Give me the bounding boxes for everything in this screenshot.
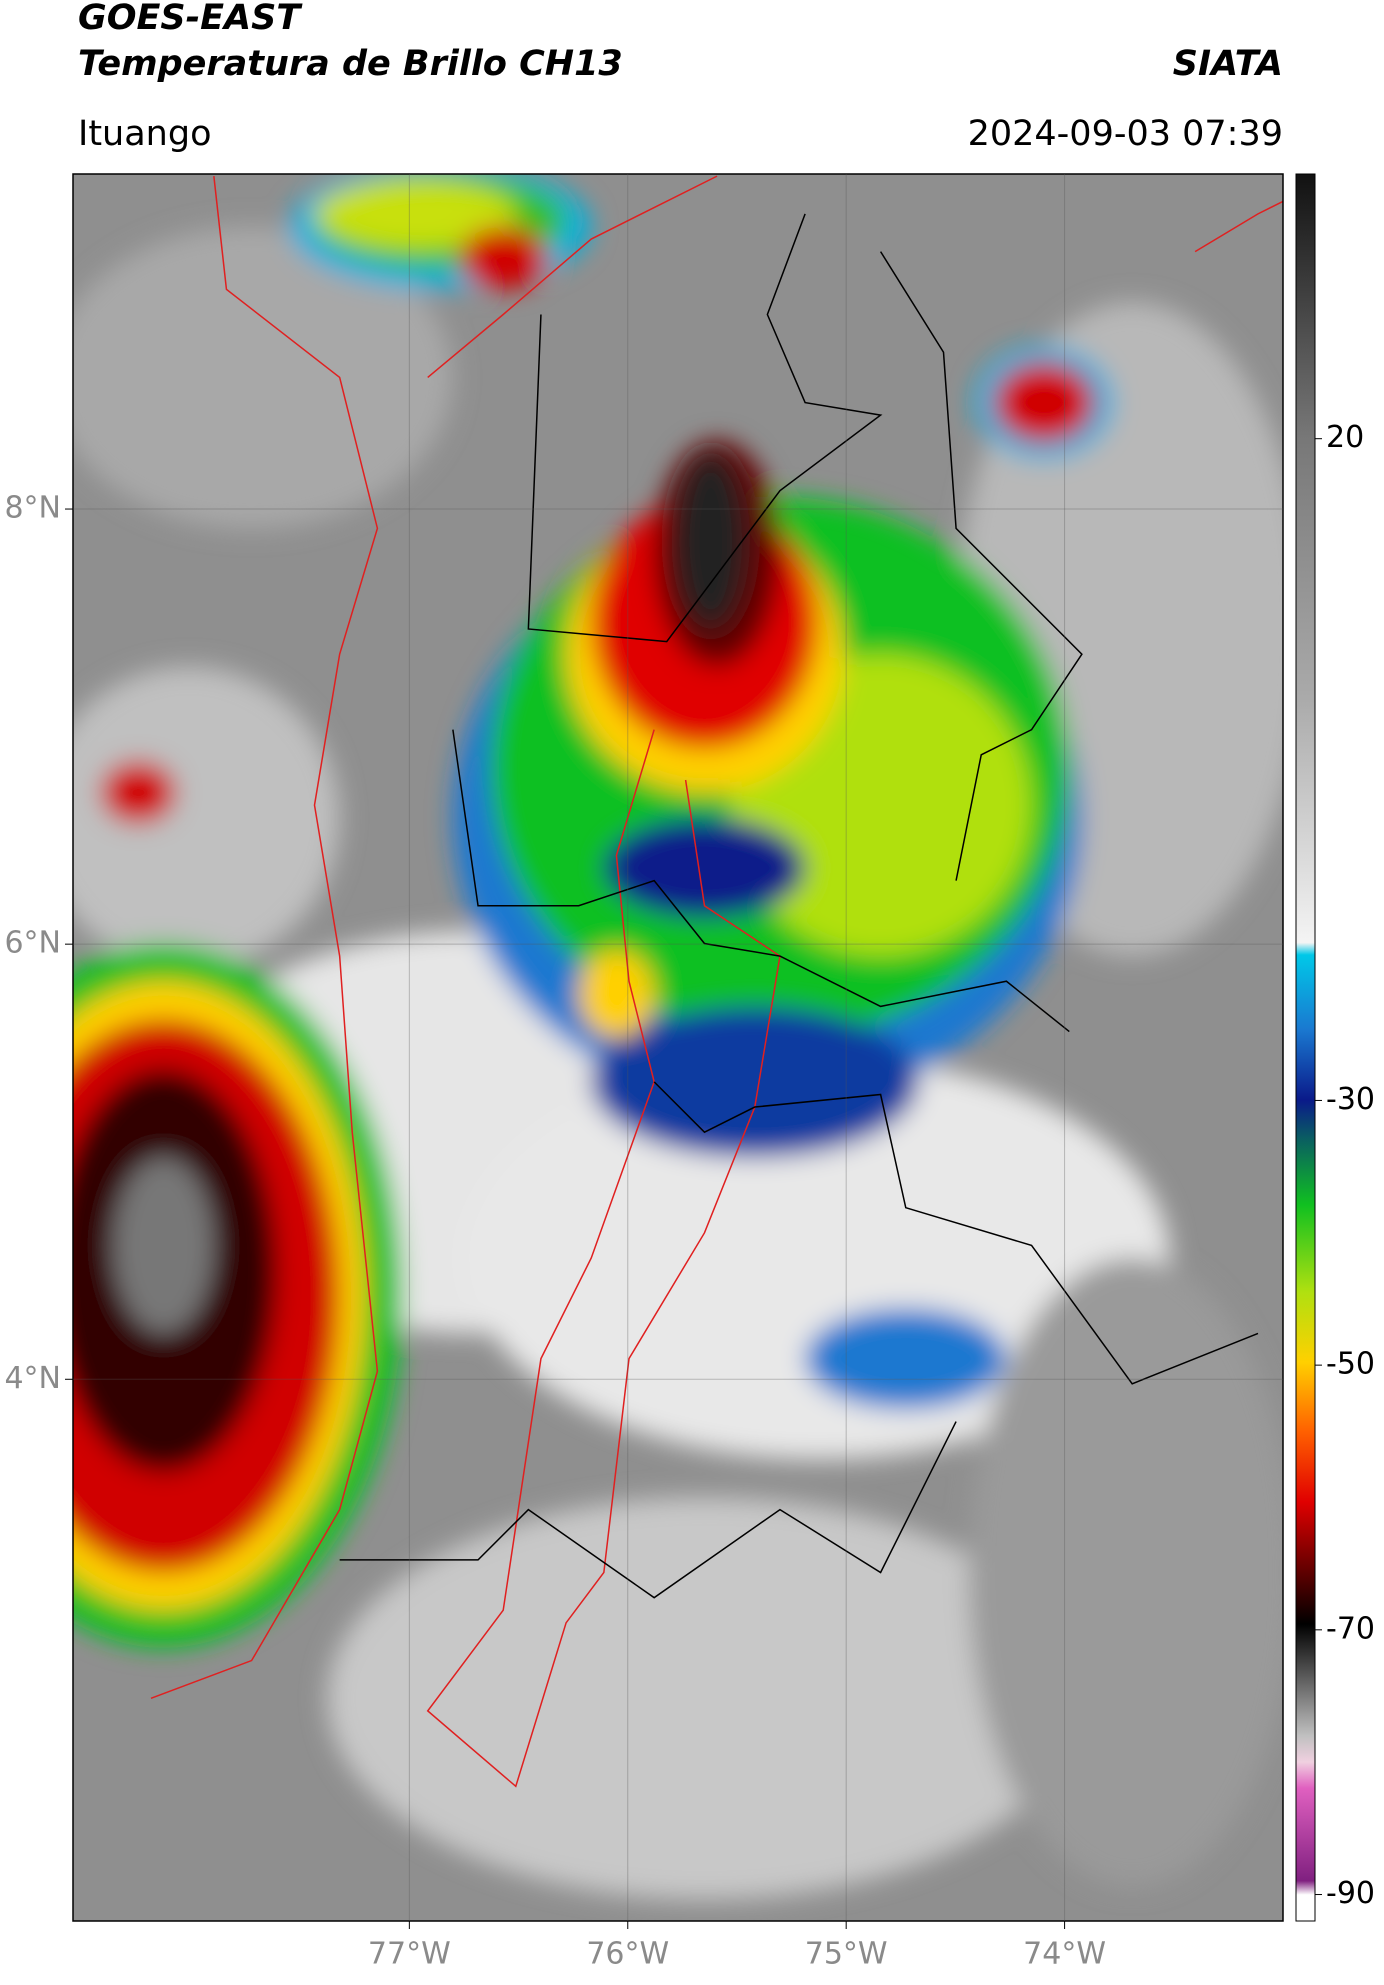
location: Ituango [78, 114, 212, 154]
subtitle: Temperatura de Brillo CH13 [78, 44, 623, 84]
x-tick-label: 74°W [1023, 1937, 1106, 1972]
colorbar-tick-label: -70 [1326, 1611, 1375, 1646]
y-tick-label: 4°N [4, 1361, 61, 1396]
x-tick-label: 76°W [586, 1937, 669, 1972]
map-frame [72, 173, 1284, 1922]
x-tick-label: 75°W [805, 1937, 888, 1972]
y-tick-label: 8°N [4, 491, 61, 526]
colorbar-tick-label: -30 [1326, 1082, 1375, 1117]
source: SIATA [1173, 44, 1283, 84]
x-tick-label: 77°W [368, 1937, 451, 1972]
colorbar-tick-label: -90 [1326, 1876, 1375, 1911]
timestamp: 2024-09-03 07:39 [968, 114, 1283, 154]
satellite-image [73, 174, 1283, 1921]
y-tick-label: 6°N [4, 926, 61, 961]
colorbar-tick-label: -50 [1326, 1347, 1375, 1382]
colorbar-tick-label: 20 [1326, 420, 1364, 455]
title: GOES-EAST [78, 0, 303, 38]
colorbar [1295, 173, 1316, 1922]
